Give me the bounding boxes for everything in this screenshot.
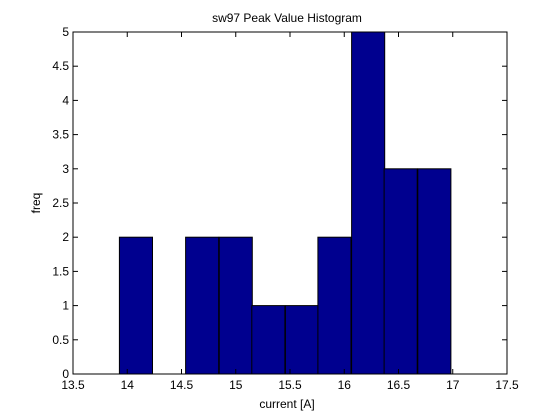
y-tick-label: 2 xyxy=(62,230,69,244)
histogram-bar xyxy=(383,168,418,375)
bars-group xyxy=(118,31,452,375)
y-tick-label: 0.5 xyxy=(52,333,69,347)
histogram-bar xyxy=(218,236,253,375)
chart-title: sw97 Peak Value Histogram xyxy=(212,11,362,25)
ticks-group: 13.5 14 14.5 15 15.5 16 16.5 17 17.5 0 0.5 1 1.5 2 2.5… xyxy=(52,25,519,392)
y-tick-label: 3 xyxy=(62,162,69,176)
x-tick-label: 15.5 xyxy=(278,378,302,392)
x-tick-label: 14 xyxy=(121,378,135,392)
y-tick-label: 0 xyxy=(62,367,69,381)
histogram-bar xyxy=(351,31,386,375)
x-tick-label: 15 xyxy=(229,378,243,392)
y-tick-label: 4.5 xyxy=(52,59,69,73)
x-axis-label: current [A] xyxy=(259,397,314,411)
y-tick-label: 1 xyxy=(62,299,69,313)
x-tick-label: 17.5 xyxy=(495,378,519,392)
y-tick-label: 5 xyxy=(62,25,69,39)
histogram-bar xyxy=(317,236,352,375)
y-tick-label: 1.5 xyxy=(52,264,69,278)
y-tick-label: 4 xyxy=(62,93,69,107)
x-tick-label: 16.5 xyxy=(387,378,411,392)
histogram-bar xyxy=(251,305,286,375)
x-tick-label: 17 xyxy=(446,378,460,392)
x-tick-label: 16 xyxy=(338,378,352,392)
x-tick-label: 14.5 xyxy=(170,378,194,392)
y-tick-label: 3.5 xyxy=(52,128,69,142)
histogram-bar xyxy=(185,236,220,375)
y-axis-label: freq xyxy=(29,193,43,214)
x-tick-label: 13.5 xyxy=(61,378,85,392)
histogram-bar xyxy=(284,305,319,375)
histogram-bar xyxy=(118,236,153,375)
histogram-bar xyxy=(417,168,452,375)
y-tick-label: 2.5 xyxy=(52,196,69,210)
